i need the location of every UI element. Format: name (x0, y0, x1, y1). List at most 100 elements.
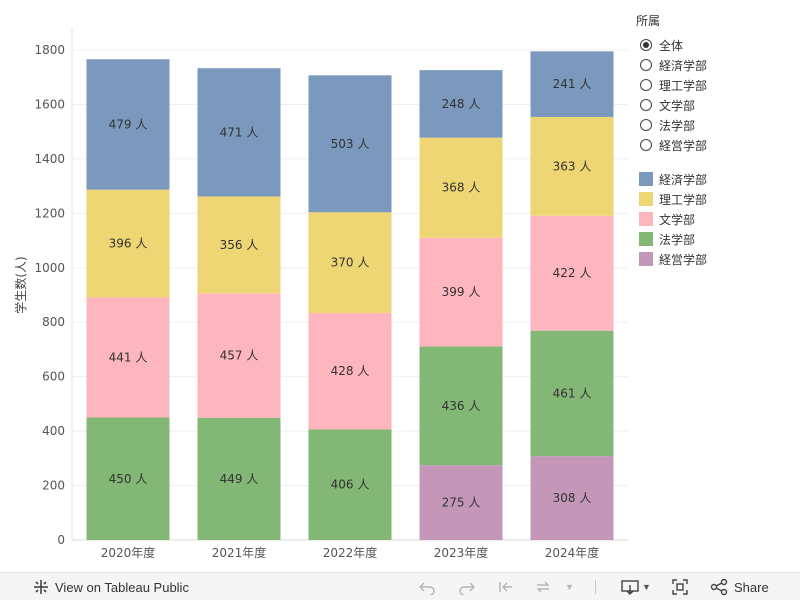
bars (86, 51, 614, 541)
radio-unchecked-icon[interactable] (640, 139, 652, 151)
bar-segment[interactable] (86, 189, 170, 298)
filter-option-label: 経営学部 (659, 138, 708, 153)
bar-segment[interactable] (86, 417, 170, 541)
radio-unchecked-icon[interactable] (640, 59, 652, 71)
legend-swatch (639, 212, 653, 226)
bar-segment[interactable] (419, 70, 503, 138)
legend-swatch (639, 192, 653, 206)
bar-value-label: 396 人 (109, 237, 148, 251)
y-tick-label: 1600 (34, 97, 65, 111)
bar-segment[interactable] (197, 196, 281, 294)
bar-labels: 450 人 441 人 396 人 479 人 449 人 457 人 356 人 471 人… (109, 77, 592, 509)
legend-swatch (639, 172, 653, 186)
y-tick-label: 0 (57, 533, 65, 547)
y-tick-label: 800 (42, 315, 65, 329)
bar-segment[interactable] (419, 465, 503, 540)
bar-segment[interactable] (308, 75, 392, 213)
bar-segment[interactable] (197, 68, 281, 197)
x-tick-label: 2022年度 (323, 545, 378, 560)
filter-option[interactable]: 文学部 (636, 95, 796, 115)
bar-value-label: 471 人 (220, 125, 259, 139)
share-icon (710, 578, 728, 596)
filter-option[interactable]: 法学部 (636, 115, 796, 135)
bar-segment[interactable] (308, 429, 392, 540)
view-on-tableau-public-link[interactable]: View on Tableau Public (32, 573, 189, 601)
chevron-down-icon: ▼ (565, 582, 574, 592)
x-tick-label: 2024年度 (545, 545, 600, 560)
bar-segment[interactable] (530, 456, 614, 540)
revert-button[interactable] (498, 573, 516, 601)
filter-option[interactable]: 経営学部 (636, 135, 796, 155)
x-axis: 2020年度 2021年度 2022年度 2023年度 2024年度 (101, 545, 600, 560)
filter-option-label: 経済学部 (659, 58, 708, 73)
filter-option[interactable]: 経済学部 (636, 55, 796, 75)
bar-segment[interactable] (419, 237, 503, 347)
bar-segment[interactable] (530, 215, 614, 331)
fullscreen-icon (672, 579, 688, 595)
redo-button[interactable] (458, 573, 476, 601)
redo-icon (459, 582, 475, 595)
bar-segment[interactable] (530, 51, 614, 117)
color-legend: 経済学部理工学部文学部法学部経営学部 (636, 169, 796, 269)
legend-label: 理工学部 (659, 192, 708, 207)
bar-value-label: 449 人 (220, 472, 259, 486)
legend-item[interactable]: 法学部 (636, 229, 796, 249)
filter-option[interactable]: 全体 (636, 35, 796, 55)
x-tick-label: 2023年度 (434, 545, 489, 560)
bar-segment[interactable] (308, 312, 392, 430)
radio-unchecked-icon[interactable] (640, 119, 652, 131)
refresh-dropdown-button[interactable]: ▼ (565, 573, 574, 601)
refresh-icon (536, 581, 550, 593)
bar-value-label: 428 人 (331, 364, 370, 378)
download-button[interactable]: ▼ (620, 573, 651, 601)
bar-value-label: 356 人 (220, 238, 259, 252)
download-icon (621, 580, 639, 595)
fullscreen-button[interactable] (671, 573, 689, 601)
refresh-button[interactable] (534, 573, 552, 601)
stacked-bar-chart: 450 人 441 人 396 人 479 人 449 人 457 人 356 人 471 人… (13, 28, 628, 560)
bar-value-label: 241 人 (553, 77, 592, 91)
x-tick-label: 2020年度 (101, 545, 156, 560)
legend-label: 法学部 (659, 232, 696, 247)
undo-button[interactable] (418, 573, 436, 601)
bar-value-label: 275 人 (442, 496, 481, 510)
bar-value-label: 308 人 (553, 491, 592, 505)
bar-segment[interactable] (530, 330, 614, 457)
radio-unchecked-icon[interactable] (640, 99, 652, 111)
bar-segment[interactable] (419, 346, 503, 466)
revert-icon (499, 582, 512, 592)
bar-segment[interactable] (419, 137, 503, 238)
bar-segment[interactable] (530, 116, 614, 216)
share-label: Share (734, 579, 769, 595)
bar-segment[interactable] (308, 212, 392, 313)
chevron-down-icon: ▼ (642, 582, 651, 592)
filter-title: 所属 (636, 14, 661, 28)
bar-segment[interactable] (86, 297, 170, 418)
bar-value-label: 457 人 (220, 349, 259, 363)
filter-option-label: 全体 (659, 38, 684, 53)
bar-value-label: 422 人 (553, 266, 592, 280)
chart-area: 450 人 441 人 396 人 479 人 449 人 457 人 356 人 471 人… (13, 28, 628, 560)
radio-unchecked-icon[interactable] (640, 79, 652, 91)
legend-item[interactable]: 経営学部 (636, 249, 796, 269)
share-button[interactable]: Share (710, 573, 769, 601)
tableau-logo-icon (34, 580, 48, 594)
view-on-tableau-public-label: View on Tableau Public (55, 579, 189, 595)
filter-option-label: 法学部 (659, 118, 696, 133)
bar-segment[interactable] (86, 59, 170, 190)
legend-item[interactable]: 文学部 (636, 209, 796, 229)
legend-item[interactable]: 理工学部 (636, 189, 796, 209)
legend-item[interactable]: 経済学部 (636, 169, 796, 189)
bar-value-label: 436 人 (442, 399, 481, 413)
bar-segment[interactable] (197, 293, 281, 418)
filter-option[interactable]: 理工学部 (636, 75, 796, 95)
x-tick-label: 2021年度 (212, 545, 267, 560)
y-tick-label: 1400 (34, 152, 65, 166)
filter-option-label: 文学部 (659, 98, 696, 113)
bar-segment[interactable] (197, 417, 281, 540)
bar-value-label: 248 人 (442, 97, 481, 111)
legend-swatch (639, 232, 653, 246)
y-tick-label: 200 (42, 479, 65, 493)
bar-value-label: 368 人 (442, 181, 481, 195)
radio-checked-icon[interactable] (640, 39, 652, 51)
